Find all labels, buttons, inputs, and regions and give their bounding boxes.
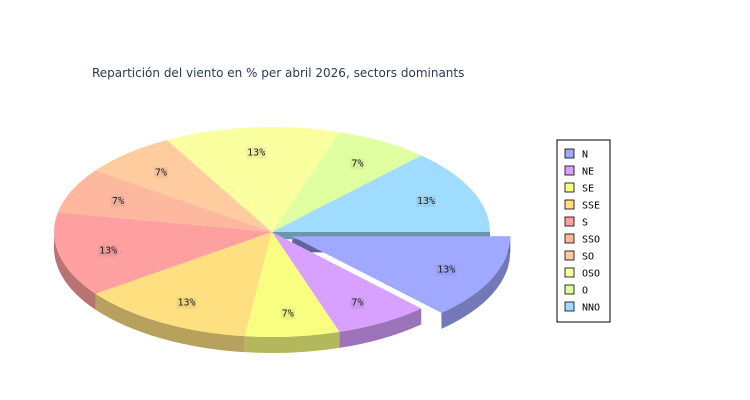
pie-side-s: [54, 232, 96, 310]
legend-label-o: O: [582, 286, 588, 297]
legend: N NE SE SSE S SSO SO OSO O NNO: [556, 139, 611, 323]
pie-side-se: [244, 331, 340, 353]
pie-slice-oso: [166, 127, 340, 232]
slice-label-bg: [350, 297, 365, 309]
legend-label-sse: SSE: [582, 201, 600, 212]
legend-swatch-se: [564, 182, 575, 193]
slice-label-sso: 7%: [112, 196, 124, 207]
slice-label-bg: [98, 245, 119, 257]
legend-label-n: N: [582, 150, 588, 161]
pie-slice-nno: [272, 155, 490, 232]
legend-label-nno: NNO: [582, 303, 600, 314]
legend-swatch-oso: [564, 267, 575, 278]
pie-slice-n: [292, 236, 511, 313]
chart-title: Repartición del viento en % per abril 20…: [92, 66, 464, 80]
slice-label-bg: [176, 297, 197, 309]
legend-label-s: S: [582, 218, 588, 229]
legend-label-ne: NE: [582, 167, 594, 178]
legend-swatch-o: [564, 284, 575, 295]
legend-label-sso: SSO: [582, 235, 600, 246]
pie-slice-sse: [95, 232, 272, 337]
legend-swatch-sso: [564, 233, 575, 244]
legend-swatch-sse: [564, 199, 575, 210]
slice-label-nno: 13%: [417, 196, 435, 207]
slice-label-oso: 13%: [247, 148, 265, 159]
legend-swatch-n: [564, 148, 575, 159]
legend-label-so: SO: [582, 252, 594, 263]
pie-slices: 13% 7% 7% 13% 13% 7% 7% 13% 7% 13%: [54, 127, 511, 353]
pie-slice-sso: [57, 170, 273, 232]
pie-side-ne: [339, 308, 422, 348]
slice-label-bg: [350, 158, 365, 170]
slice-label-s: 13%: [99, 246, 117, 257]
pie-slice-ne: [272, 232, 422, 332]
pie-side-sse: [95, 293, 245, 353]
pie-slice-so: [95, 139, 272, 232]
legend-swatch-so: [564, 250, 575, 261]
slice-label-bg: [436, 264, 457, 276]
legend-label-oso: OSO: [582, 269, 600, 280]
legend-swatch-s: [564, 216, 575, 227]
slice-label-sse: 13%: [178, 298, 196, 309]
pie-slice-o: [272, 132, 422, 232]
slice-label-ne: 7%: [351, 298, 363, 309]
slice-label-so: 7%: [155, 167, 167, 178]
pie-side-n: [441, 236, 511, 329]
legend-swatch-ne: [564, 165, 575, 176]
legend-swatch-nno: [564, 301, 575, 312]
pie-slice-se: [244, 232, 340, 337]
slice-label-o: 7%: [351, 158, 363, 169]
slice-label-bg: [246, 147, 267, 159]
slice-label-bg: [416, 195, 437, 207]
slice-label-se: 7%: [282, 308, 294, 319]
slice-label-bg: [110, 195, 125, 207]
legend-label-se: SE: [582, 184, 594, 195]
slice-label-n: 13%: [437, 264, 455, 275]
slice-label-bg: [153, 167, 169, 179]
pie-slice-s: [54, 212, 272, 294]
slice-label-bg: [280, 308, 295, 320]
